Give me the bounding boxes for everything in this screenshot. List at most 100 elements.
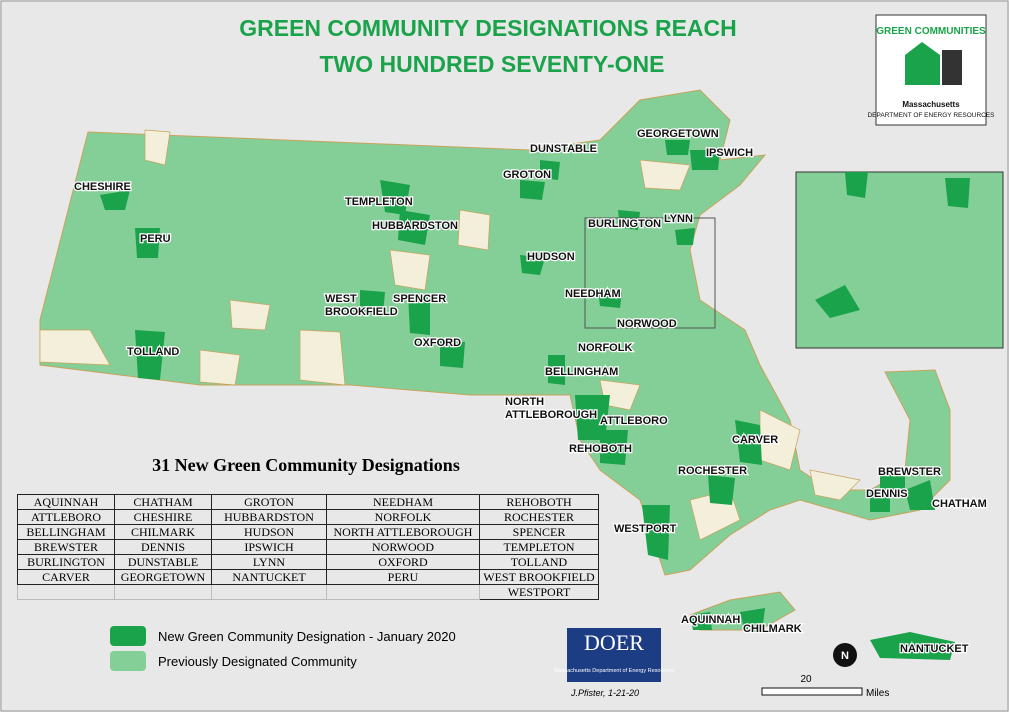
map-label: BREWSTER xyxy=(878,466,941,478)
map-label: NORTH xyxy=(505,396,544,408)
table-cell: TEMPLETON xyxy=(479,539,599,555)
scale-unit: Miles xyxy=(866,688,889,699)
map-label: TEMPLETON xyxy=(345,196,413,208)
map-label: TOLLAND xyxy=(127,346,179,358)
map-label: BURLINGTON xyxy=(588,218,661,230)
legend-label: New Green Community Designation - Januar… xyxy=(158,629,456,644)
table-row: BELLINGHAM CHILMARK HUDSON NORTH ATTLEBOROU… xyxy=(17,524,599,540)
table-cell: GEORGETOWN xyxy=(114,569,212,585)
table-cell: CHESHIRE xyxy=(114,509,212,525)
legend-swatch xyxy=(110,651,146,671)
map-label: NANTUCKET xyxy=(900,643,969,655)
table-row: BREWSTER DENNIS IPSWICH NORWOOD TEMPLETON xyxy=(17,539,599,555)
table-cell xyxy=(326,584,480,600)
table-cell: DENNIS xyxy=(114,539,212,555)
map-label: IPSWICH xyxy=(706,147,753,159)
table-cell: ROCHESTER xyxy=(479,509,599,525)
inset xyxy=(795,171,1004,349)
table-cell: REHOBOTH xyxy=(479,494,599,510)
map-label: DUNSTABLE xyxy=(530,143,597,155)
map-label: ROCHESTER xyxy=(678,465,747,477)
map-label: CHATHAM xyxy=(932,498,987,510)
map-label: AQUINNAH xyxy=(681,614,740,626)
legend-label: Previously Designated Community xyxy=(158,654,357,669)
table-cell: HUBBARDSTON xyxy=(211,509,327,525)
table-cell: DUNSTABLE xyxy=(114,554,212,570)
map-labels: CHESHIREPERUTOLLANDTEMPLETONHUBBARDSTONW… xyxy=(73,127,988,657)
map-label: BROOKFIELD xyxy=(325,306,398,318)
inset-frame xyxy=(584,217,716,329)
logo-house xyxy=(905,42,940,85)
new-designations xyxy=(690,608,765,632)
map-label: SPENCER xyxy=(393,293,446,305)
map-label: NEEDHAM xyxy=(565,288,621,300)
north-label: N xyxy=(841,650,849,662)
map-label: BELLINGHAM xyxy=(545,366,618,378)
logo-dept: DEPARTMENT OF ENERGY RESOURCES xyxy=(867,112,995,119)
map-label: CHESHIRE xyxy=(74,181,131,193)
scale-bar xyxy=(761,687,863,696)
designation-table: AQUINNAH CHATHAM GROTON NEEDHAM REHOBOTH ATTL… xyxy=(17,494,599,600)
table-cell: BREWSTER xyxy=(17,539,115,555)
inset-new xyxy=(815,172,970,318)
map-label: NORFOLK xyxy=(578,342,632,354)
map-label: NORWOOD xyxy=(617,318,677,330)
table-row: CARVER GEORGETOWN NANTUCKET PERU WEST BROOKF… xyxy=(17,569,599,585)
table-cell: NORFOLK xyxy=(326,509,480,525)
table-cell: SPENCER xyxy=(479,524,599,540)
table-cell: NEEDHAM xyxy=(326,494,480,510)
table-row: AQUINNAH CHATHAM GROTON NEEDHAM REHOBOTH xyxy=(17,494,599,510)
map-label: DENNIS xyxy=(866,488,908,500)
table-cell: AQUINNAH xyxy=(17,494,115,510)
table-cell: GROTON xyxy=(211,494,327,510)
map-label: PERU xyxy=(140,233,171,245)
table-row: WESTPORT xyxy=(17,584,599,600)
table-cell: CARVER xyxy=(17,569,115,585)
table-cell: WEST BROOKFIELD xyxy=(479,569,599,585)
table-cell xyxy=(17,584,115,600)
table-cell: OXFORD xyxy=(326,554,480,570)
logo-title: GREEN COMMUNITIES xyxy=(876,26,986,37)
logo-box xyxy=(875,14,987,126)
map-label: CHILMARK xyxy=(743,623,802,635)
map-label: WEST xyxy=(325,293,357,305)
north-arrow xyxy=(833,643,857,667)
table-cell: NORWOOD xyxy=(326,539,480,555)
map-label: OXFORD xyxy=(414,337,461,349)
title: GREEN COMMUNITY DESIGNATIONS REACH xyxy=(239,15,737,41)
doer-mark: DOER xyxy=(584,630,644,655)
map-label: REHOBOTH xyxy=(569,443,632,455)
table-cell: ATTLEBORO xyxy=(17,509,115,525)
table-cell: HUDSON xyxy=(211,524,327,540)
island xyxy=(870,632,955,660)
map-label: HUBBARDSTON xyxy=(372,220,458,232)
table-cell: NORTH ATTLEBOROUGH xyxy=(326,524,480,540)
table-cell: CHILMARK xyxy=(114,524,212,540)
table-cell: NANTUCKET xyxy=(211,569,327,585)
table-cell: BURLINGTON xyxy=(17,554,115,570)
table-cell: PERU xyxy=(326,569,480,585)
doer-text: Massachusetts Department of Energy Resou… xyxy=(554,668,674,674)
table-cell: TOLLAND xyxy=(479,554,599,570)
map-label: ATTLEBORO xyxy=(600,415,668,427)
table-cell: BELLINGHAM xyxy=(17,524,115,540)
credit: J.Pfister, 1-21-20 xyxy=(570,688,639,698)
map-label: GEORGETOWN xyxy=(637,128,719,140)
logo-building xyxy=(942,50,962,85)
table-cell: WESTPORT xyxy=(479,584,599,600)
table-cell xyxy=(211,584,327,600)
map-label: LYNN xyxy=(664,213,693,225)
new-designations xyxy=(100,140,935,560)
table-row: BURLINGTON DUNSTABLE LYNN OXFORD TOLLAND xyxy=(17,554,599,570)
map-label: WESTPORT xyxy=(614,523,677,535)
title: TWO HUNDRED SEVENTY-ONE xyxy=(319,51,664,77)
doer-logo xyxy=(567,628,661,682)
scale-distance: 20 xyxy=(800,674,812,685)
table-cell: CHATHAM xyxy=(114,494,212,510)
logo-state: Massachusetts xyxy=(902,100,960,109)
table-title: 31 New Green Community Designations xyxy=(152,455,460,475)
table-row: ATTLEBORO CHESHIRE HUBBARDSTON NORFOLK ROCHE… xyxy=(17,509,599,525)
